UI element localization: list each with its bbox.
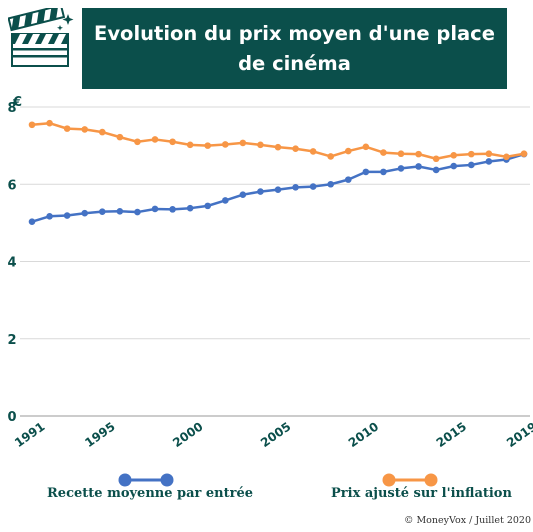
data-point-s1-2009 xyxy=(344,147,352,155)
data-point-s0-1995 xyxy=(98,208,106,215)
data-point-s1-2002 xyxy=(221,141,229,148)
data-point-s0-1991 xyxy=(28,218,36,226)
y-tick-label-4: 4 xyxy=(7,256,16,271)
data-point-s1-2008 xyxy=(327,153,335,160)
legend-marker-end-1 xyxy=(424,473,438,487)
legend-label-inflation: Prix ajusté sur l'inflation xyxy=(331,486,512,501)
data-point-s0-2002 xyxy=(221,197,229,204)
data-point-s1-2005 xyxy=(274,143,282,151)
chart-title-line-1: Evolution du prix moyen d'une place xyxy=(94,22,495,45)
data-point-s1-2012 xyxy=(397,150,405,158)
y-tick-label-6: 6 xyxy=(7,178,16,193)
data-point-s0-2013 xyxy=(415,163,422,170)
x-tick-label-2000: 2000 xyxy=(170,419,205,450)
legend-marker-end-0 xyxy=(160,473,174,487)
data-point-s0-1994 xyxy=(81,209,89,217)
data-point-s1-2004 xyxy=(257,141,264,149)
chart-title: Evolution du prix moyen d'une place de c… xyxy=(82,8,507,89)
y-tick-label-2: 2 xyxy=(7,333,16,348)
data-point-s0-2000 xyxy=(186,204,194,212)
data-point-s0-2015 xyxy=(450,162,458,170)
data-point-s1-2015 xyxy=(450,151,458,159)
data-point-s1-2019 xyxy=(520,150,528,158)
data-point-s1-1994 xyxy=(81,126,89,133)
data-point-s0-2007 xyxy=(309,183,317,190)
data-point-s0-2004 xyxy=(257,188,264,195)
data-point-s1-2014 xyxy=(432,155,440,163)
data-point-s0-2011 xyxy=(380,168,387,176)
data-point-s1-1996 xyxy=(116,133,124,141)
x-tick-label-2015: 2015 xyxy=(434,419,469,450)
data-point-s0-2001 xyxy=(204,202,212,210)
data-point-s0-1992 xyxy=(46,213,53,220)
y-tick-label-0: 0 xyxy=(7,410,16,425)
legend-marker-start-0 xyxy=(118,473,132,487)
data-point-s0-1993 xyxy=(63,212,71,219)
data-point-s1-1998 xyxy=(151,136,159,143)
data-point-s0-2012 xyxy=(397,165,405,172)
data-point-s0-2016 xyxy=(467,161,475,169)
y-unit-label: € xyxy=(12,95,22,110)
data-point-s0-1996 xyxy=(116,207,124,215)
y-tick-label-8: 8 xyxy=(7,101,16,116)
data-point-s0-2009 xyxy=(344,176,352,183)
x-tick-label-2010: 2010 xyxy=(346,419,381,450)
x-tick-label-2019: 2019 xyxy=(504,419,533,450)
credit-text: © MoneyVox / Juillet 2020 xyxy=(403,515,531,526)
data-point-s1-2013 xyxy=(415,150,422,158)
data-point-s0-2003 xyxy=(239,191,247,198)
data-point-s1-2000 xyxy=(186,141,194,149)
data-point-s1-1999 xyxy=(169,138,176,146)
data-point-s1-2017 xyxy=(485,150,493,158)
data-point-s1-1993 xyxy=(63,125,71,132)
legend-marker-start-1 xyxy=(382,473,396,487)
data-point-s0-2006 xyxy=(292,184,299,191)
data-point-s1-2016 xyxy=(467,150,475,158)
x-tick-label-2005: 2005 xyxy=(258,419,293,450)
data-point-s0-1997 xyxy=(134,208,141,216)
data-point-s1-1992 xyxy=(46,119,53,127)
data-point-s1-2011 xyxy=(380,149,387,156)
data-point-s1-1995 xyxy=(98,128,106,136)
series-line-1 xyxy=(31,121,525,161)
data-point-s1-2001 xyxy=(204,142,212,149)
x-tick-label-1995: 1995 xyxy=(82,419,117,450)
data-point-s0-2017 xyxy=(485,158,493,165)
data-point-s1-2006 xyxy=(292,145,299,153)
data-point-s0-1999 xyxy=(169,206,176,213)
data-point-s1-2003 xyxy=(239,139,247,147)
data-point-s1-2018 xyxy=(503,153,510,161)
chart-title-line-2: de cinéma xyxy=(238,52,351,75)
data-point-s0-2005 xyxy=(274,186,282,193)
x-tick-label-1991: 1991 xyxy=(12,419,47,450)
clapperboard-icon xyxy=(7,4,74,70)
data-point-s1-2010 xyxy=(362,143,370,151)
data-point-s0-1998 xyxy=(151,205,159,213)
data-point-s0-2010 xyxy=(362,168,370,176)
data-point-s0-2014 xyxy=(432,166,440,174)
data-point-s0-2008 xyxy=(327,180,335,188)
data-point-s1-1997 xyxy=(134,138,141,146)
legend-label-recette: Recette moyenne par entrée xyxy=(47,486,254,501)
data-point-s1-2007 xyxy=(309,148,317,155)
data-point-s1-1991 xyxy=(28,121,36,129)
